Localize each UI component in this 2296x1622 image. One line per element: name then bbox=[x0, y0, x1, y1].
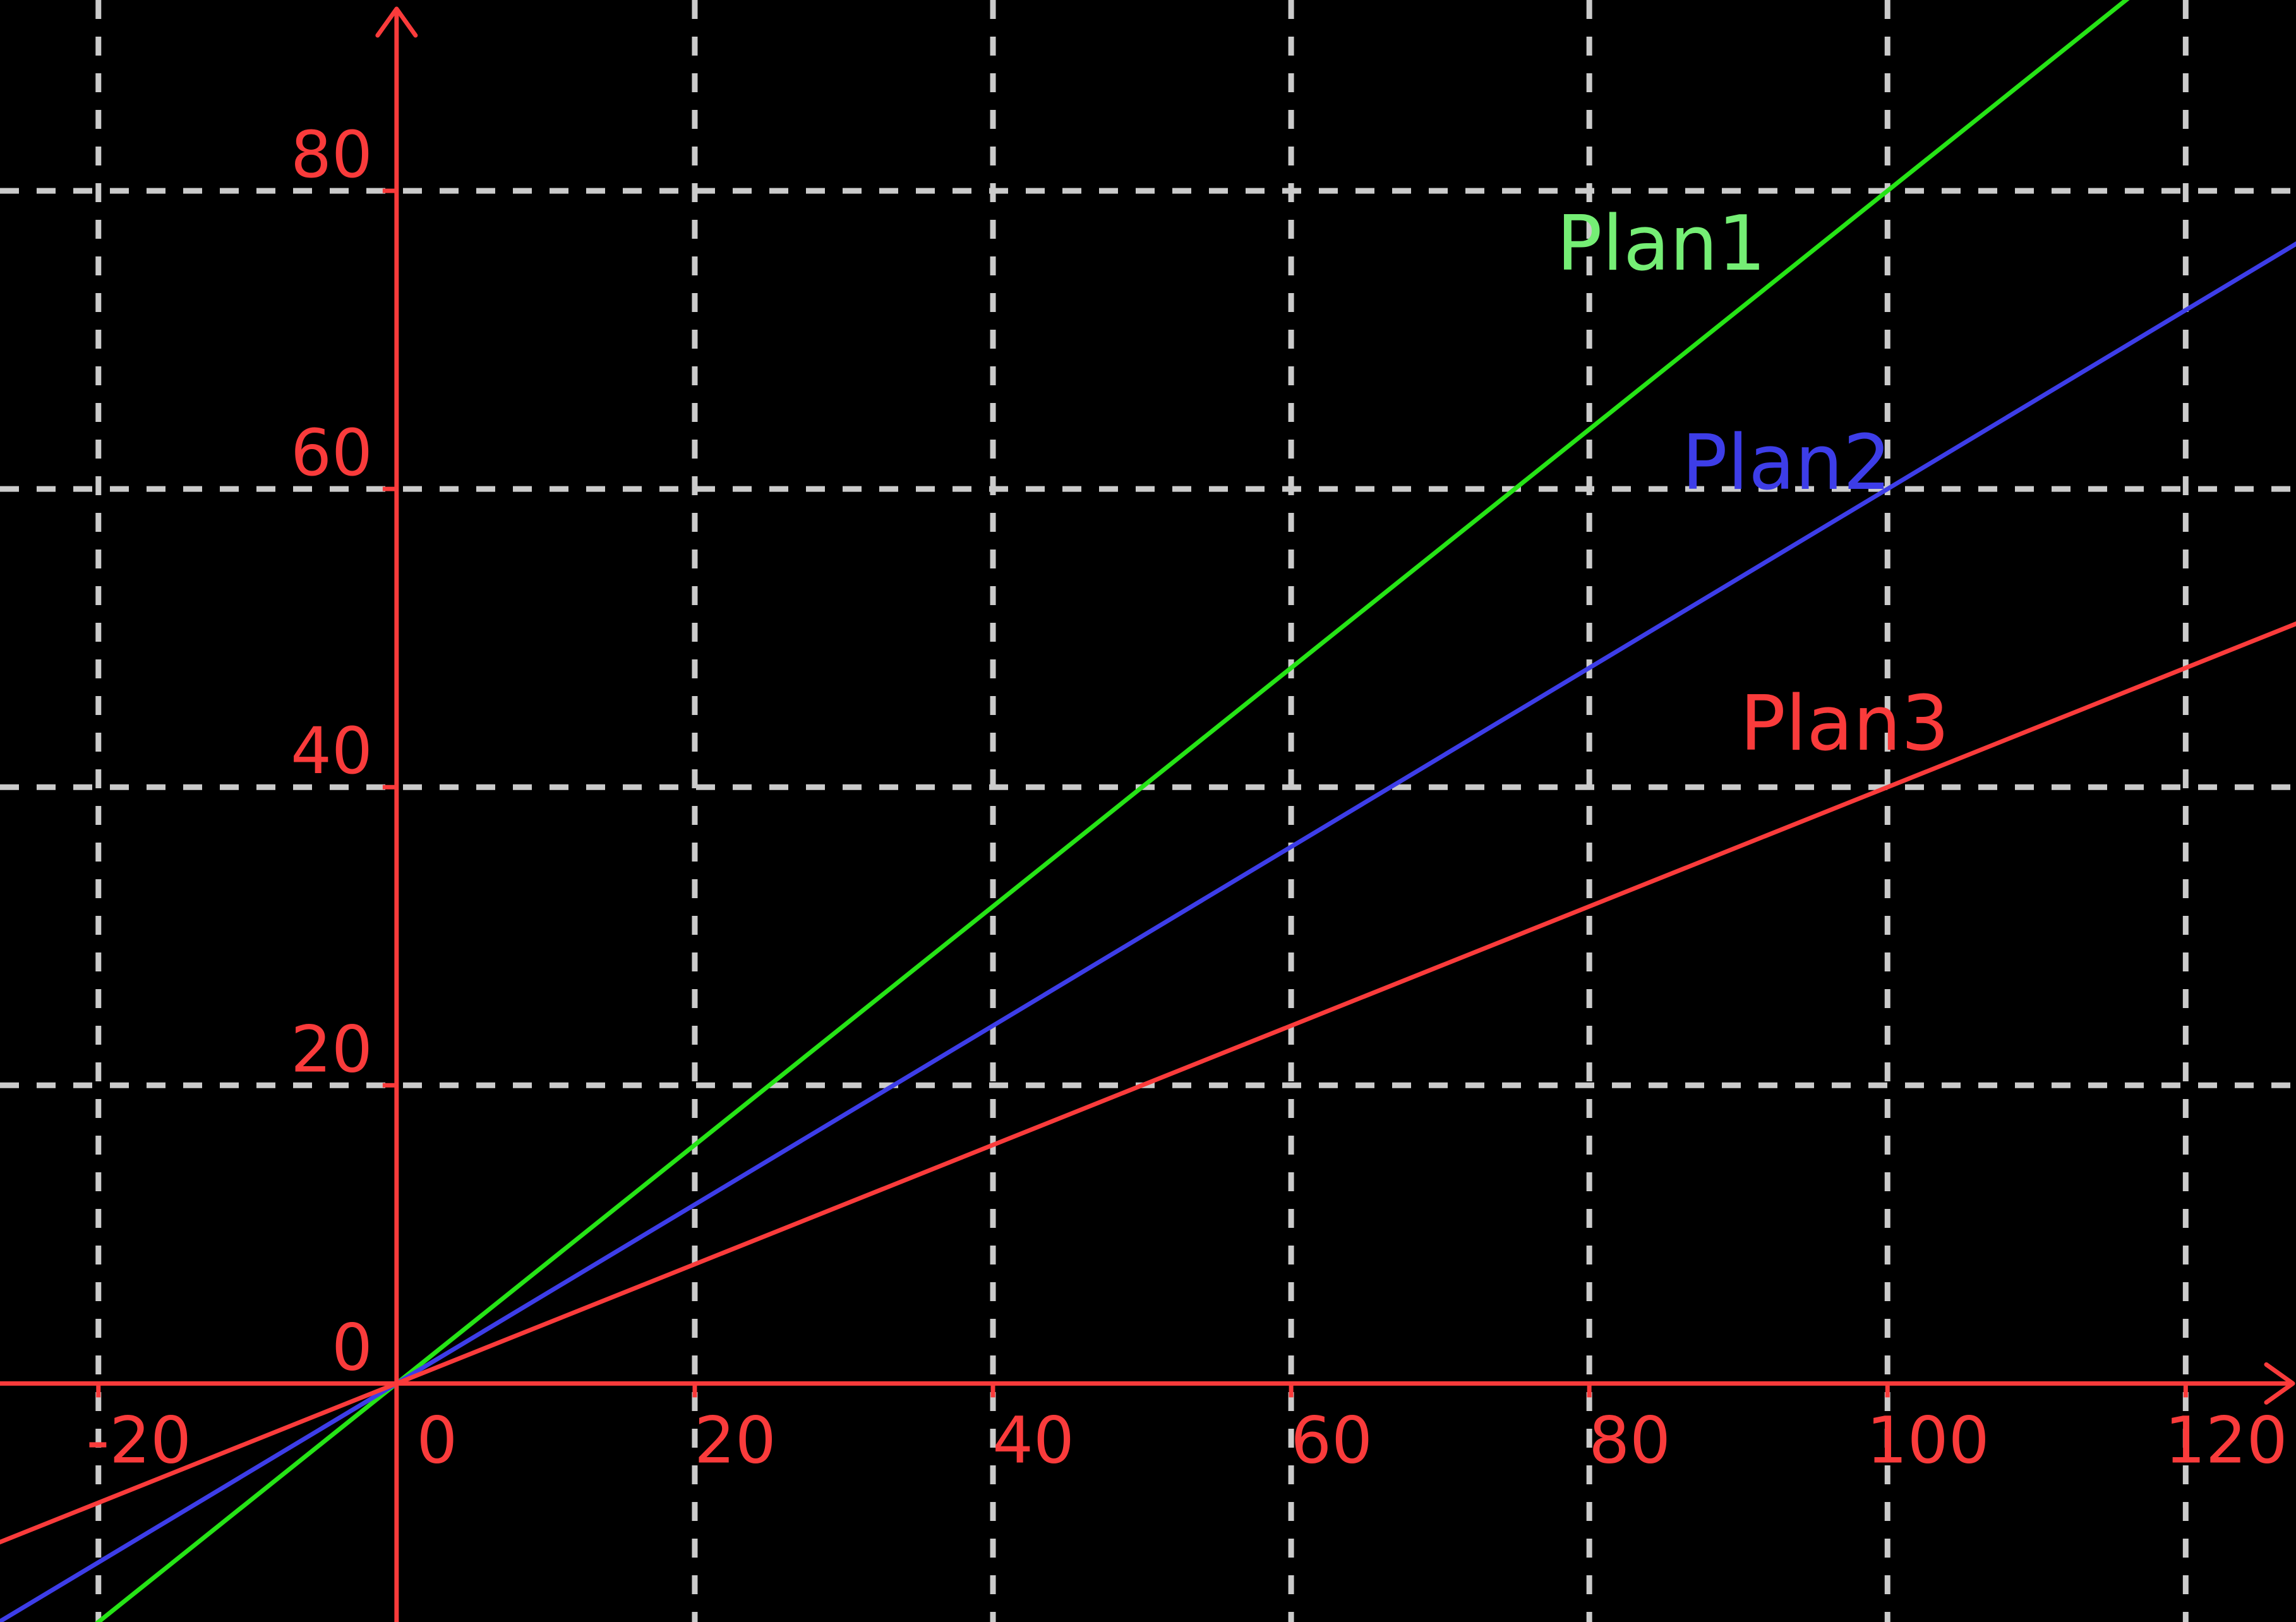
x-tick-label: 40 bbox=[992, 1403, 1074, 1478]
x-tick-label: 60 bbox=[1290, 1403, 1373, 1478]
x-axis-arrow-icon bbox=[2264, 1362, 2295, 1405]
x-tick-label: 0 bbox=[416, 1403, 457, 1478]
x-tick-label: -20 bbox=[86, 1403, 191, 1478]
y-tick-label: 40 bbox=[291, 714, 373, 789]
series-label-Plan3: Plan3 bbox=[1740, 680, 1950, 768]
series-label-Plan1: Plan1 bbox=[1556, 200, 1766, 288]
x-tick-label: 100 bbox=[1866, 1403, 1990, 1478]
series-line-Plan2 bbox=[0, 241, 2296, 1622]
x-tick-label: 20 bbox=[694, 1403, 776, 1478]
y-tick-label: 80 bbox=[291, 117, 373, 193]
y-tick-label: 20 bbox=[291, 1012, 373, 1087]
series-line-Plan3 bbox=[0, 621, 2296, 1545]
y-tick-label: 0 bbox=[332, 1310, 373, 1385]
x-tick-label: 80 bbox=[1589, 1403, 1671, 1478]
x-tick-label: 120 bbox=[2165, 1403, 2288, 1478]
y-tick-label: 60 bbox=[291, 416, 373, 491]
series-label-Plan2: Plan2 bbox=[1682, 419, 1892, 507]
y-axis-arrow-icon bbox=[375, 6, 418, 38]
